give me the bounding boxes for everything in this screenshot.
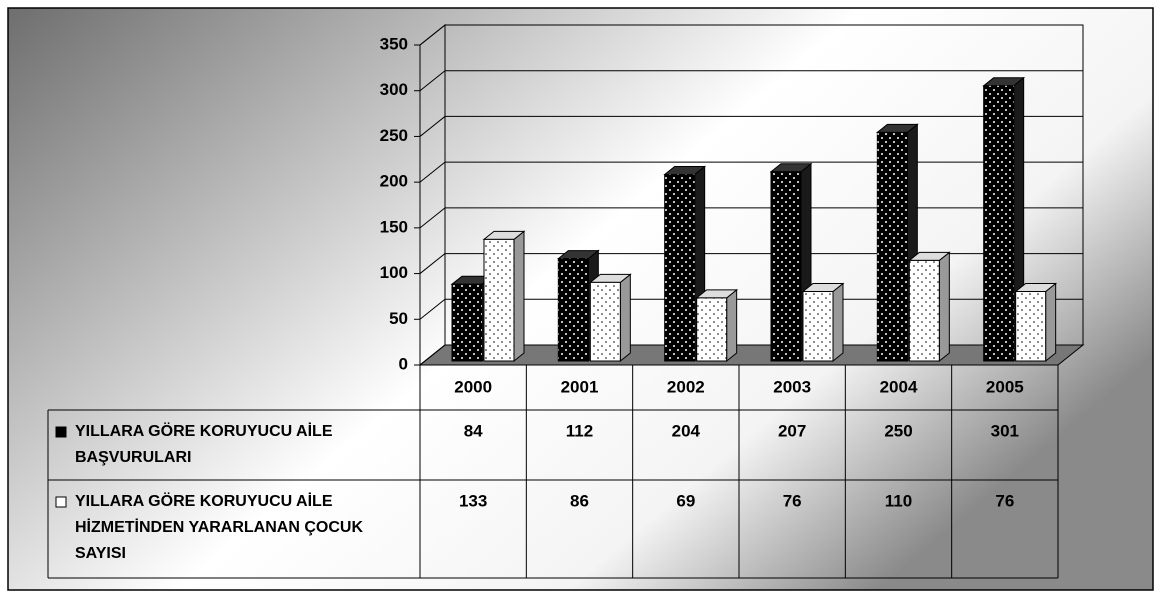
- grid-line: [419, 207, 446, 229]
- data-label: 110: [885, 491, 912, 510]
- bar-side: [619, 273, 631, 363]
- y-tick-label: 350: [380, 34, 408, 53]
- y-tick-label: 200: [380, 172, 408, 191]
- data-label: 250: [884, 421, 912, 440]
- grid-line: [419, 70, 446, 92]
- legend-marker: [55, 426, 67, 438]
- bar-texture: [590, 282, 621, 361]
- y-tick-label: 0: [399, 354, 408, 373]
- x-tick-label: 2001: [561, 377, 599, 396]
- bar-texture: [1015, 291, 1046, 361]
- grid-line: [419, 116, 446, 137]
- data-label: 112: [566, 421, 593, 440]
- bar-side: [832, 282, 844, 363]
- data-label: 86: [570, 491, 589, 510]
- x-tick-label: 2003: [773, 377, 811, 396]
- bar-texture: [803, 291, 833, 361]
- bar-texture: [696, 297, 727, 361]
- bar-texture: [484, 239, 514, 361]
- bar-texture: [664, 174, 695, 361]
- y-tick-label: 100: [380, 263, 408, 282]
- grid-line: [419, 24, 446, 46]
- legend-label: YILLARA GÖRE KORUYUCU AİLE HİZMETİNDEN Y…: [75, 493, 364, 562]
- data-label: 76: [995, 491, 1014, 510]
- x-tick-label: 2004: [880, 377, 918, 396]
- data-label: 301: [991, 421, 1019, 440]
- y-tick-label: 300: [380, 80, 408, 99]
- bar-texture: [909, 260, 940, 361]
- x-tick-label: 2005: [986, 377, 1024, 396]
- data-label: 76: [783, 491, 802, 510]
- legend-marker: [55, 496, 67, 508]
- y-tick-label: 50: [389, 309, 408, 328]
- bar-side: [1045, 282, 1057, 363]
- grid-line: [419, 253, 446, 274]
- data-label: 207: [778, 421, 806, 440]
- y-tick-label: 250: [380, 126, 408, 145]
- legend-label: YILLARA GÖRE KORUYUCU AİLE BAŞVURULARI: [75, 423, 333, 466]
- bar-side: [513, 230, 525, 363]
- bar-texture: [558, 258, 589, 361]
- bar-texture: [452, 284, 482, 361]
- data-label: 69: [676, 491, 695, 510]
- bar-side: [938, 251, 950, 363]
- grid-line: [419, 161, 446, 183]
- bar-texture: [983, 85, 1014, 362]
- grid-line: [419, 344, 446, 366]
- x-tick-label: 2000: [454, 377, 492, 396]
- bar-texture: [771, 171, 801, 361]
- x-tick-label: 2002: [667, 377, 705, 396]
- bar-side: [726, 288, 738, 363]
- data-label: 133: [459, 491, 487, 510]
- data-label: 204: [672, 421, 701, 440]
- grid-line: [419, 298, 446, 320]
- data-label: 84: [464, 421, 483, 440]
- bar-texture: [877, 132, 908, 361]
- y-tick-label: 150: [380, 217, 408, 236]
